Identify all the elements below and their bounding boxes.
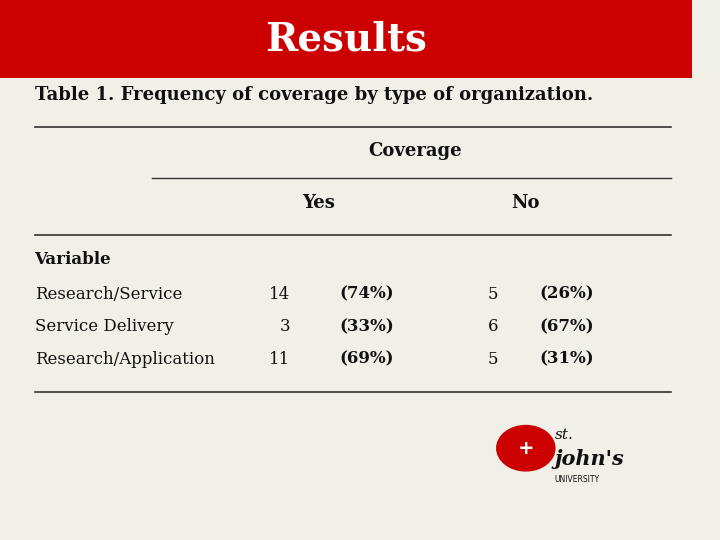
Text: (69%): (69%) bbox=[339, 350, 394, 368]
Circle shape bbox=[497, 426, 555, 471]
Text: Table 1. Frequency of coverage by type of organization.: Table 1. Frequency of coverage by type o… bbox=[35, 85, 593, 104]
Text: Research/Application: Research/Application bbox=[35, 350, 215, 368]
Text: (26%): (26%) bbox=[540, 286, 594, 303]
Text: No: No bbox=[511, 193, 540, 212]
Text: (74%): (74%) bbox=[339, 286, 394, 303]
Text: 14: 14 bbox=[269, 286, 291, 303]
Text: Research/Service: Research/Service bbox=[35, 286, 182, 303]
Text: Coverage: Coverage bbox=[369, 142, 462, 160]
Text: 11: 11 bbox=[269, 350, 291, 368]
Text: Service Delivery: Service Delivery bbox=[35, 318, 174, 335]
Text: (67%): (67%) bbox=[540, 318, 594, 335]
Text: 5: 5 bbox=[487, 350, 498, 368]
FancyBboxPatch shape bbox=[0, 0, 692, 78]
Text: UNIVERSITY: UNIVERSITY bbox=[555, 475, 600, 484]
Text: 5: 5 bbox=[487, 286, 498, 303]
Text: (31%): (31%) bbox=[540, 350, 594, 368]
Text: Yes: Yes bbox=[302, 193, 335, 212]
Text: (33%): (33%) bbox=[339, 318, 394, 335]
Text: john's: john's bbox=[555, 449, 625, 469]
Text: +: + bbox=[518, 438, 534, 458]
Text: st.: st. bbox=[555, 428, 574, 442]
Text: 3: 3 bbox=[280, 318, 291, 335]
Text: Variable: Variable bbox=[35, 251, 111, 268]
Text: 6: 6 bbox=[487, 318, 498, 335]
Text: Results: Results bbox=[265, 20, 427, 58]
